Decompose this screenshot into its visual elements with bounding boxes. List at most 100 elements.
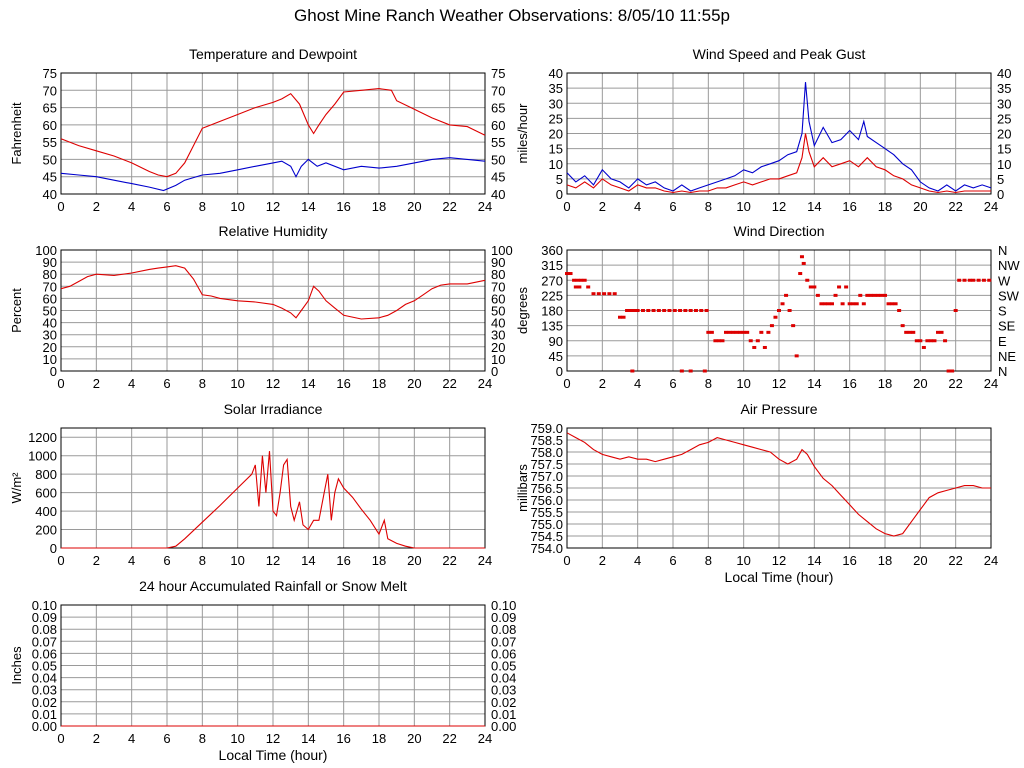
series-line-0 (566, 432, 991, 537)
series-line-1 (60, 157, 486, 192)
data-point (607, 292, 612, 296)
y-tick-label: 20 (43, 340, 57, 355)
x-tick-label: 10 (230, 199, 244, 214)
y-tick-label: 0.07 (32, 634, 57, 649)
y-right-tick-label: 0.03 (491, 683, 516, 698)
chart-title: 24 hour Accumulated Rainfall or Snow Mel… (139, 578, 407, 594)
compass-label: SW (998, 288, 1020, 303)
y-right-tick-label: 0.00 (491, 719, 516, 734)
data-point (780, 302, 785, 306)
y-right-tick-label: 60 (491, 118, 505, 133)
x-tick-label: 8 (199, 376, 206, 391)
data-point (625, 309, 630, 312)
data-point (987, 278, 992, 282)
y-tick-label: 70 (43, 83, 57, 98)
plot-frame (60, 249, 486, 372)
x-tick-label: 14 (301, 731, 315, 746)
y-tick-label: 40 (549, 66, 563, 81)
data-point (946, 369, 951, 373)
y-tick-label: 40 (43, 187, 57, 202)
data-point (582, 278, 587, 282)
data-point (932, 339, 937, 343)
data-point (702, 369, 707, 373)
compass-label: E (998, 334, 1007, 349)
x-tick-label: 16 (842, 199, 856, 214)
y-right-tick-label: 30 (997, 96, 1011, 111)
x-tick-label: 0 (563, 376, 570, 391)
data-point (787, 309, 792, 312)
data-point (716, 339, 721, 343)
y-right-tick-label: 80 (491, 267, 505, 282)
y-tick-label: 0.08 (32, 622, 57, 637)
y-tick-label: 758.5 (530, 433, 563, 448)
plot-frame (566, 72, 992, 195)
series-line-0 (60, 265, 486, 320)
data-point (662, 309, 667, 312)
data-point (840, 302, 845, 306)
y-right-tick-label: 0.04 (491, 671, 516, 686)
y-tick-label: 200 (35, 523, 57, 538)
y-tick-label: 0.05 (32, 659, 57, 674)
y-tick-label: 5 (556, 172, 563, 187)
data-point (798, 272, 803, 276)
data-point (914, 339, 919, 343)
series-line-0 (60, 88, 486, 178)
y-tick-label: 80 (43, 267, 57, 282)
data-point (651, 309, 656, 312)
x-tick-label: 24 (478, 553, 492, 568)
data-point (672, 309, 677, 312)
data-point (568, 272, 573, 276)
y-right-tick-label: 15 (997, 142, 1011, 157)
data-point (981, 278, 986, 282)
data-point (784, 293, 789, 297)
x-tick-label: 24 (984, 553, 998, 568)
data-point (773, 315, 778, 319)
data-point (706, 330, 711, 334)
x-tick-label: 10 (736, 553, 750, 568)
data-point (683, 309, 688, 312)
x-tick-label: 2 (93, 376, 100, 391)
data-point (738, 330, 743, 334)
y-tick-label: 0.04 (32, 671, 57, 686)
y-right-tick-label: 0.09 (491, 610, 516, 625)
y-tick-label: 25 (549, 111, 563, 126)
x-tick-label: 6 (669, 553, 676, 568)
y-tick-label: 100 (35, 243, 57, 258)
x-tick-label: 22 (948, 553, 962, 568)
y-right-tick-label: 40 (997, 66, 1011, 81)
x-tick-label: 16 (336, 731, 350, 746)
y-tick-label: 757.0 (530, 469, 563, 484)
compass-label: S (998, 304, 1007, 319)
compass-label: N (998, 364, 1007, 379)
data-point (713, 339, 718, 343)
y-tick-label: 0.01 (32, 707, 57, 722)
y-right-tick-label: 0.02 (491, 695, 516, 710)
data-point (688, 309, 693, 312)
x-tick-label: 8 (199, 553, 206, 568)
data-point (879, 293, 884, 297)
y-right-tick-label: 0.08 (491, 622, 516, 637)
y-right-tick-label: 50 (491, 304, 505, 319)
x-tick-label: 12 (772, 376, 786, 391)
x-tick-label: 24 (478, 199, 492, 214)
data-point (678, 309, 683, 312)
y-tick-label: 0.09 (32, 610, 57, 625)
x-tick-label: 4 (128, 553, 135, 568)
y-tick-label: 55 (43, 135, 57, 150)
x-tick-label: 0 (563, 199, 570, 214)
y-tick-label: 0.10 (32, 598, 57, 613)
rainfall-chart: 24 hour Accumulated Rainfall or Snow Mel… (9, 578, 516, 763)
plot-frame (60, 427, 486, 549)
y-tick-label: 60 (43, 118, 57, 133)
x-tick-label: 18 (372, 199, 386, 214)
data-point (847, 302, 852, 306)
x-tick-label: 0 (57, 376, 64, 391)
data-point (822, 302, 827, 306)
x-tick-label: 14 (807, 376, 821, 391)
data-point (573, 285, 578, 289)
x-tick-label: 6 (163, 199, 170, 214)
chart-title: Wind Direction (733, 223, 824, 239)
page-title: Ghost Mine Ranch Weather Observations: 8… (294, 6, 730, 25)
data-point (752, 345, 757, 349)
